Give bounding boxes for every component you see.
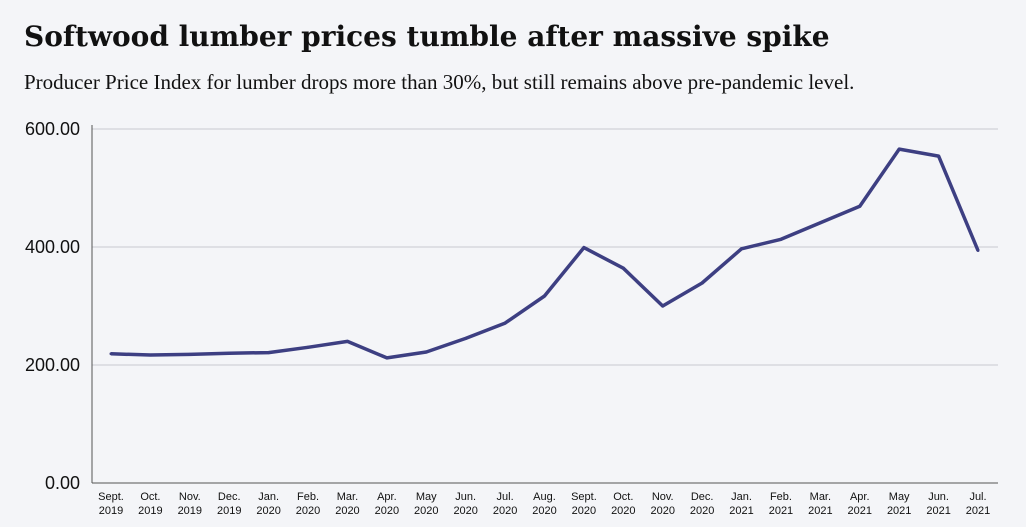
data-point xyxy=(148,353,152,357)
data-point xyxy=(424,350,428,354)
x-tick-label: Dec. 2020 xyxy=(690,491,714,517)
gridlines xyxy=(92,128,998,484)
x-tick-label: Jan. 2021 xyxy=(729,491,753,517)
plot-area xyxy=(109,147,980,360)
x-tick-label: Nov. 2019 xyxy=(178,491,202,517)
x-tick-label: Feb. 2021 xyxy=(769,491,793,517)
chart-title: Softwood lumber prices tumble after mass… xyxy=(24,20,830,53)
data-point xyxy=(700,281,704,285)
series-line xyxy=(110,147,980,360)
data-point xyxy=(188,352,192,356)
x-tick-label: Sept. 2019 xyxy=(98,491,124,517)
x-tick-label: May 2020 xyxy=(414,491,438,517)
x-tick-label: Sept. 2020 xyxy=(571,491,597,517)
x-tick-label: Jul. 2021 xyxy=(966,491,990,517)
x-tick-label: Jun. 2021 xyxy=(926,491,950,517)
y-axis: 0.00 200.00 400.00 600.00 xyxy=(25,119,93,493)
data-point xyxy=(740,247,744,251)
x-axis: Sept. 2019 Oct. 2019 Nov. 2019 Dec. 2019 Jan. 202… xyxy=(98,491,990,517)
data-point xyxy=(897,147,901,151)
y-tick-label: 200.00 xyxy=(25,355,80,375)
data-point xyxy=(976,249,980,253)
data-point xyxy=(503,321,507,325)
x-tick-label: Oct. 2019 xyxy=(138,491,162,517)
x-tick-label: Aug. 2020 xyxy=(532,491,556,517)
data-point xyxy=(582,246,586,250)
data-point xyxy=(937,154,941,158)
x-tick-label: Mar. 2021 xyxy=(808,491,832,517)
data-point xyxy=(227,351,231,355)
x-tick-label: Mar. 2020 xyxy=(335,491,359,517)
x-tick-label: Feb. 2020 xyxy=(296,491,320,517)
data-point xyxy=(543,294,546,298)
data-point xyxy=(345,339,349,343)
x-tick-label: Dec. 2019 xyxy=(217,491,241,517)
x-tick-label: Oct. 2020 xyxy=(611,491,635,517)
data-point xyxy=(661,304,665,308)
data-point xyxy=(464,336,468,340)
data-point xyxy=(621,266,625,270)
x-tick-label: Apr. 2020 xyxy=(375,491,399,517)
x-tick-label: May 2021 xyxy=(887,491,911,517)
x-tick-label: Nov. 2020 xyxy=(650,491,674,517)
x-tick-label: Jun. 2020 xyxy=(453,491,477,517)
y-tick-label: 400.00 xyxy=(25,237,80,257)
x-tick-label: Jul. 2020 xyxy=(493,491,517,517)
data-point xyxy=(858,204,862,208)
data-point xyxy=(385,356,389,360)
data-point xyxy=(109,352,113,356)
y-tick-label: 0.00 xyxy=(45,473,80,493)
x-tick-label: Jan. 2020 xyxy=(256,491,280,517)
data-point xyxy=(306,345,310,349)
data-point xyxy=(818,221,822,225)
data-point xyxy=(267,351,271,355)
data-point xyxy=(779,237,783,241)
chart-subtitle: Producer Price Index for lumber drops mo… xyxy=(24,70,855,94)
x-tick-label: Apr. 2021 xyxy=(848,491,872,517)
y-tick-label: 600.00 xyxy=(25,119,80,139)
